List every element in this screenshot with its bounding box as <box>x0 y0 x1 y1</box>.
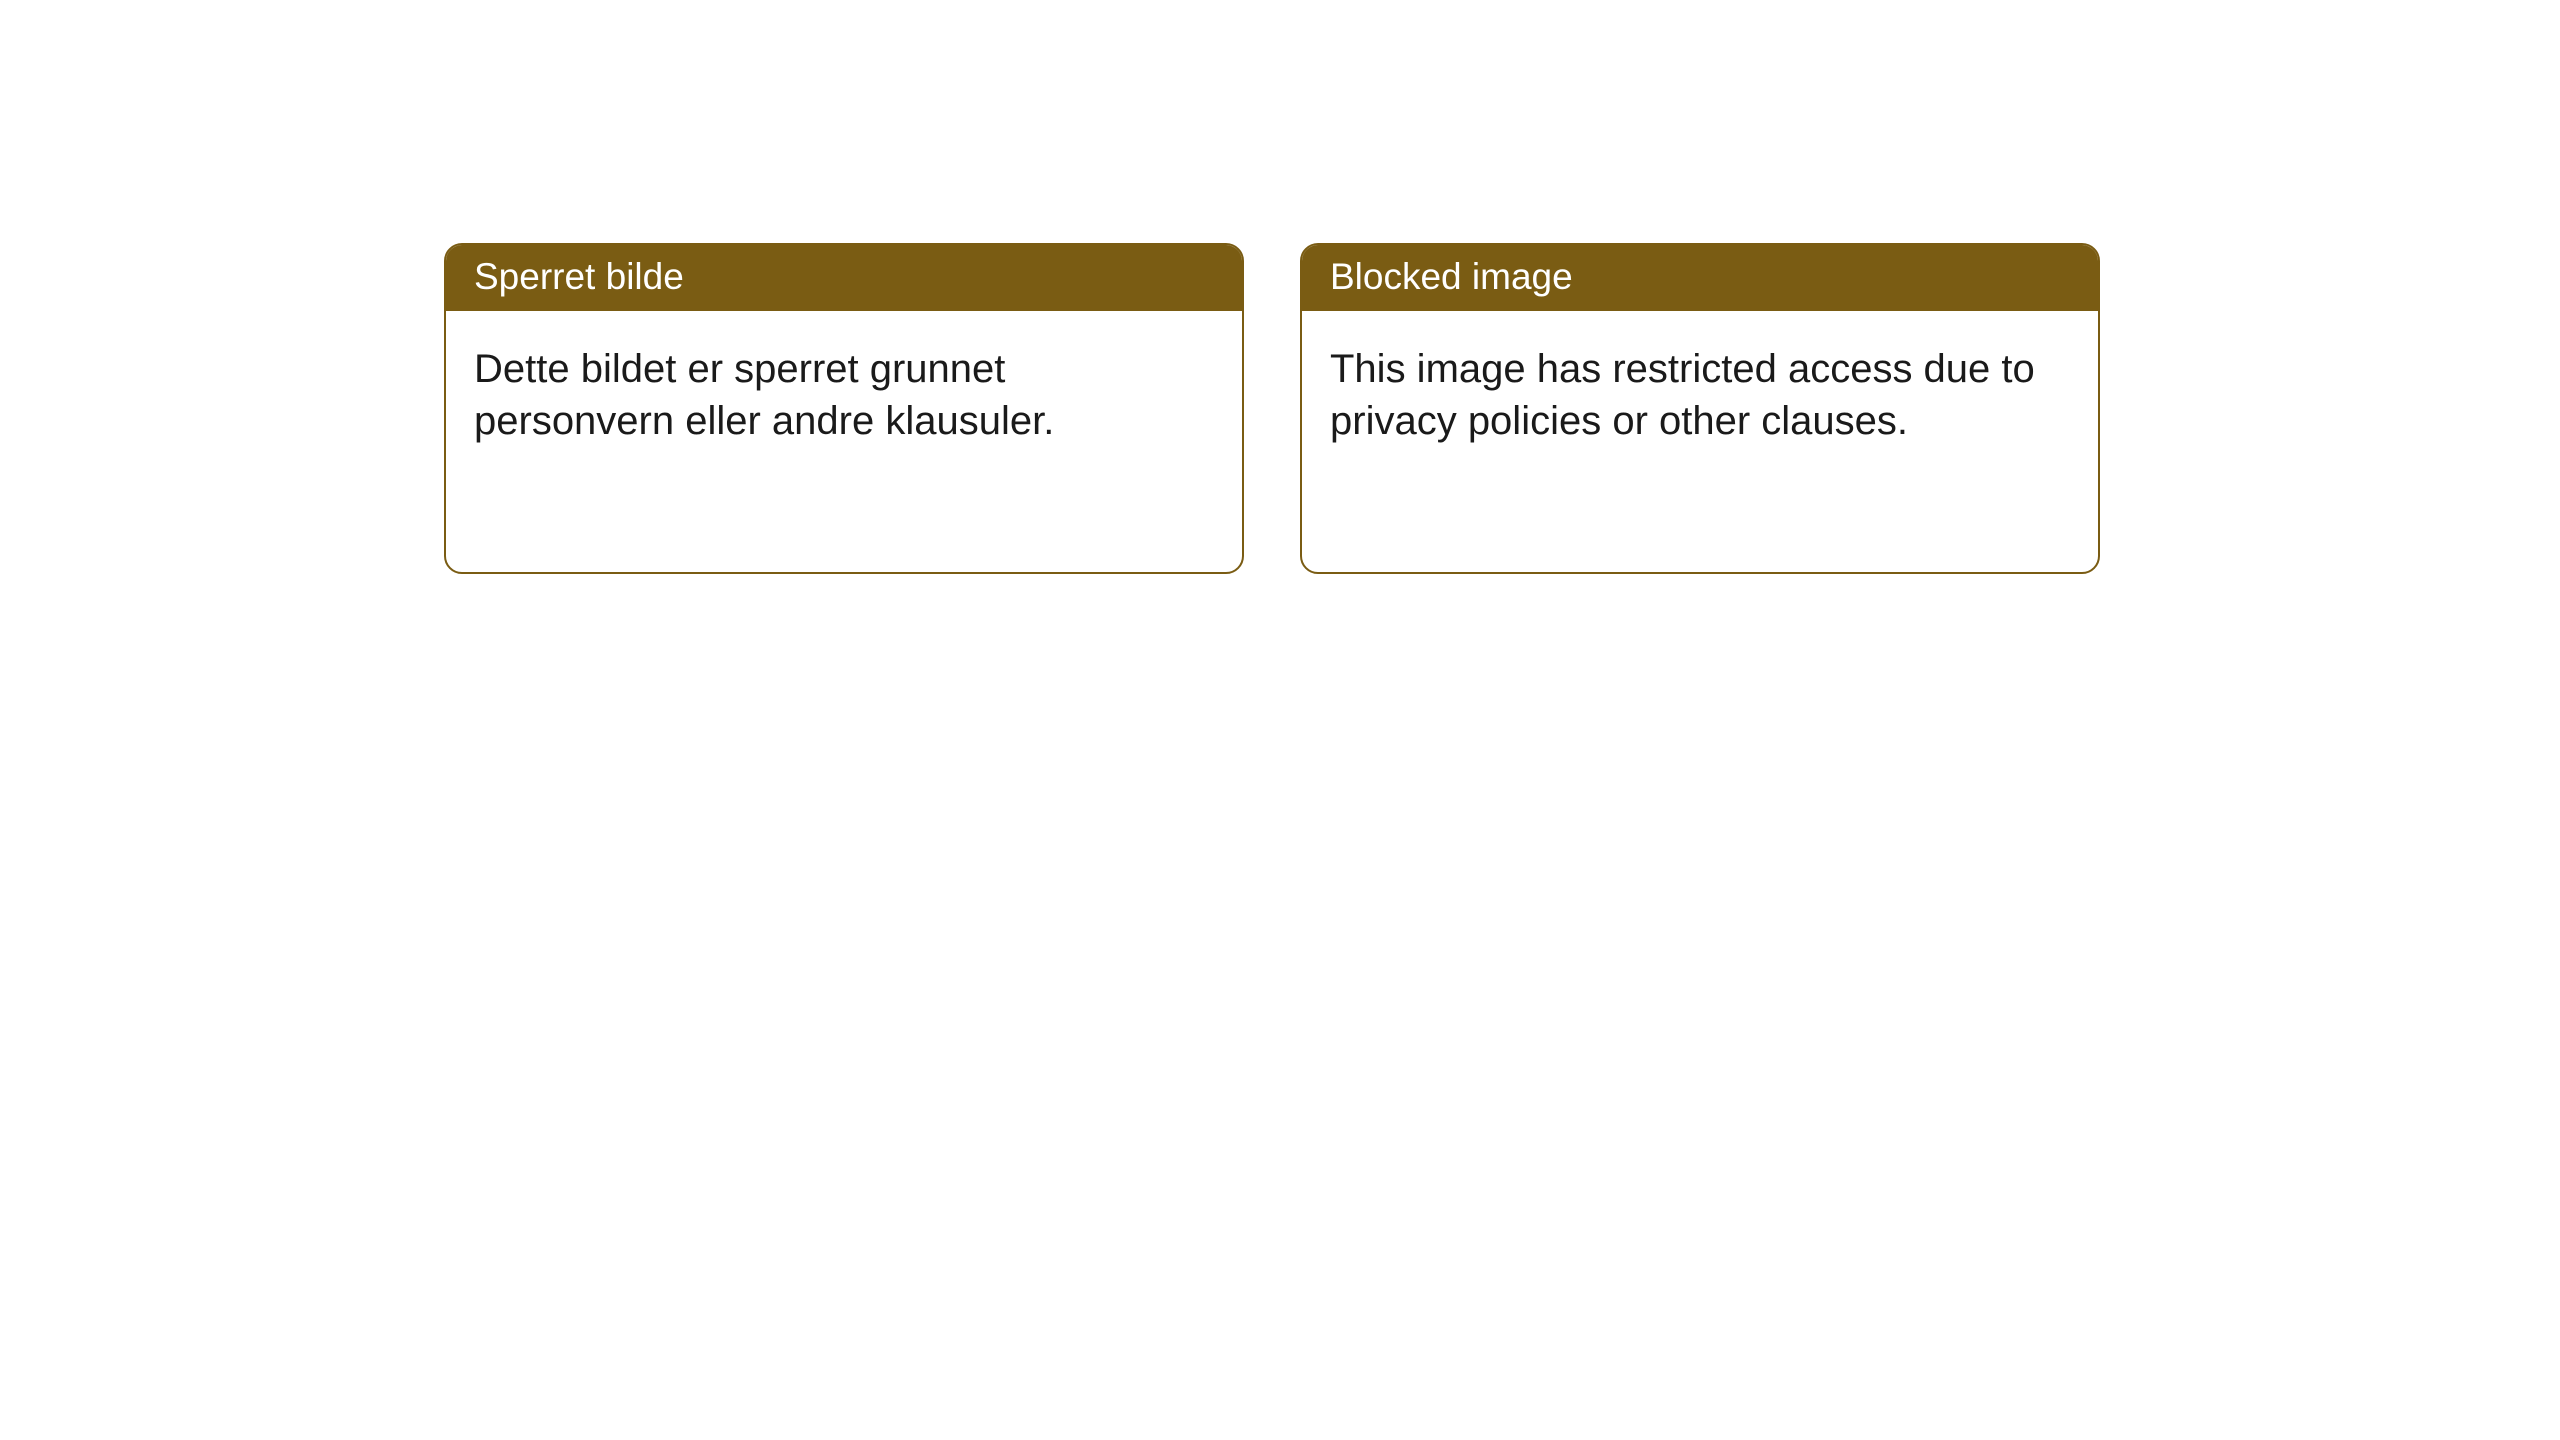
notice-header: Blocked image <box>1302 245 2098 311</box>
notice-body: This image has restricted access due to … <box>1302 311 2098 479</box>
notice-container: Sperret bilde Dette bildet er sperret gr… <box>444 243 2100 574</box>
notice-card-english: Blocked image This image has restricted … <box>1300 243 2100 574</box>
notice-card-norwegian: Sperret bilde Dette bildet er sperret gr… <box>444 243 1244 574</box>
notice-body: Dette bildet er sperret grunnet personve… <box>446 311 1242 479</box>
notice-header: Sperret bilde <box>446 245 1242 311</box>
